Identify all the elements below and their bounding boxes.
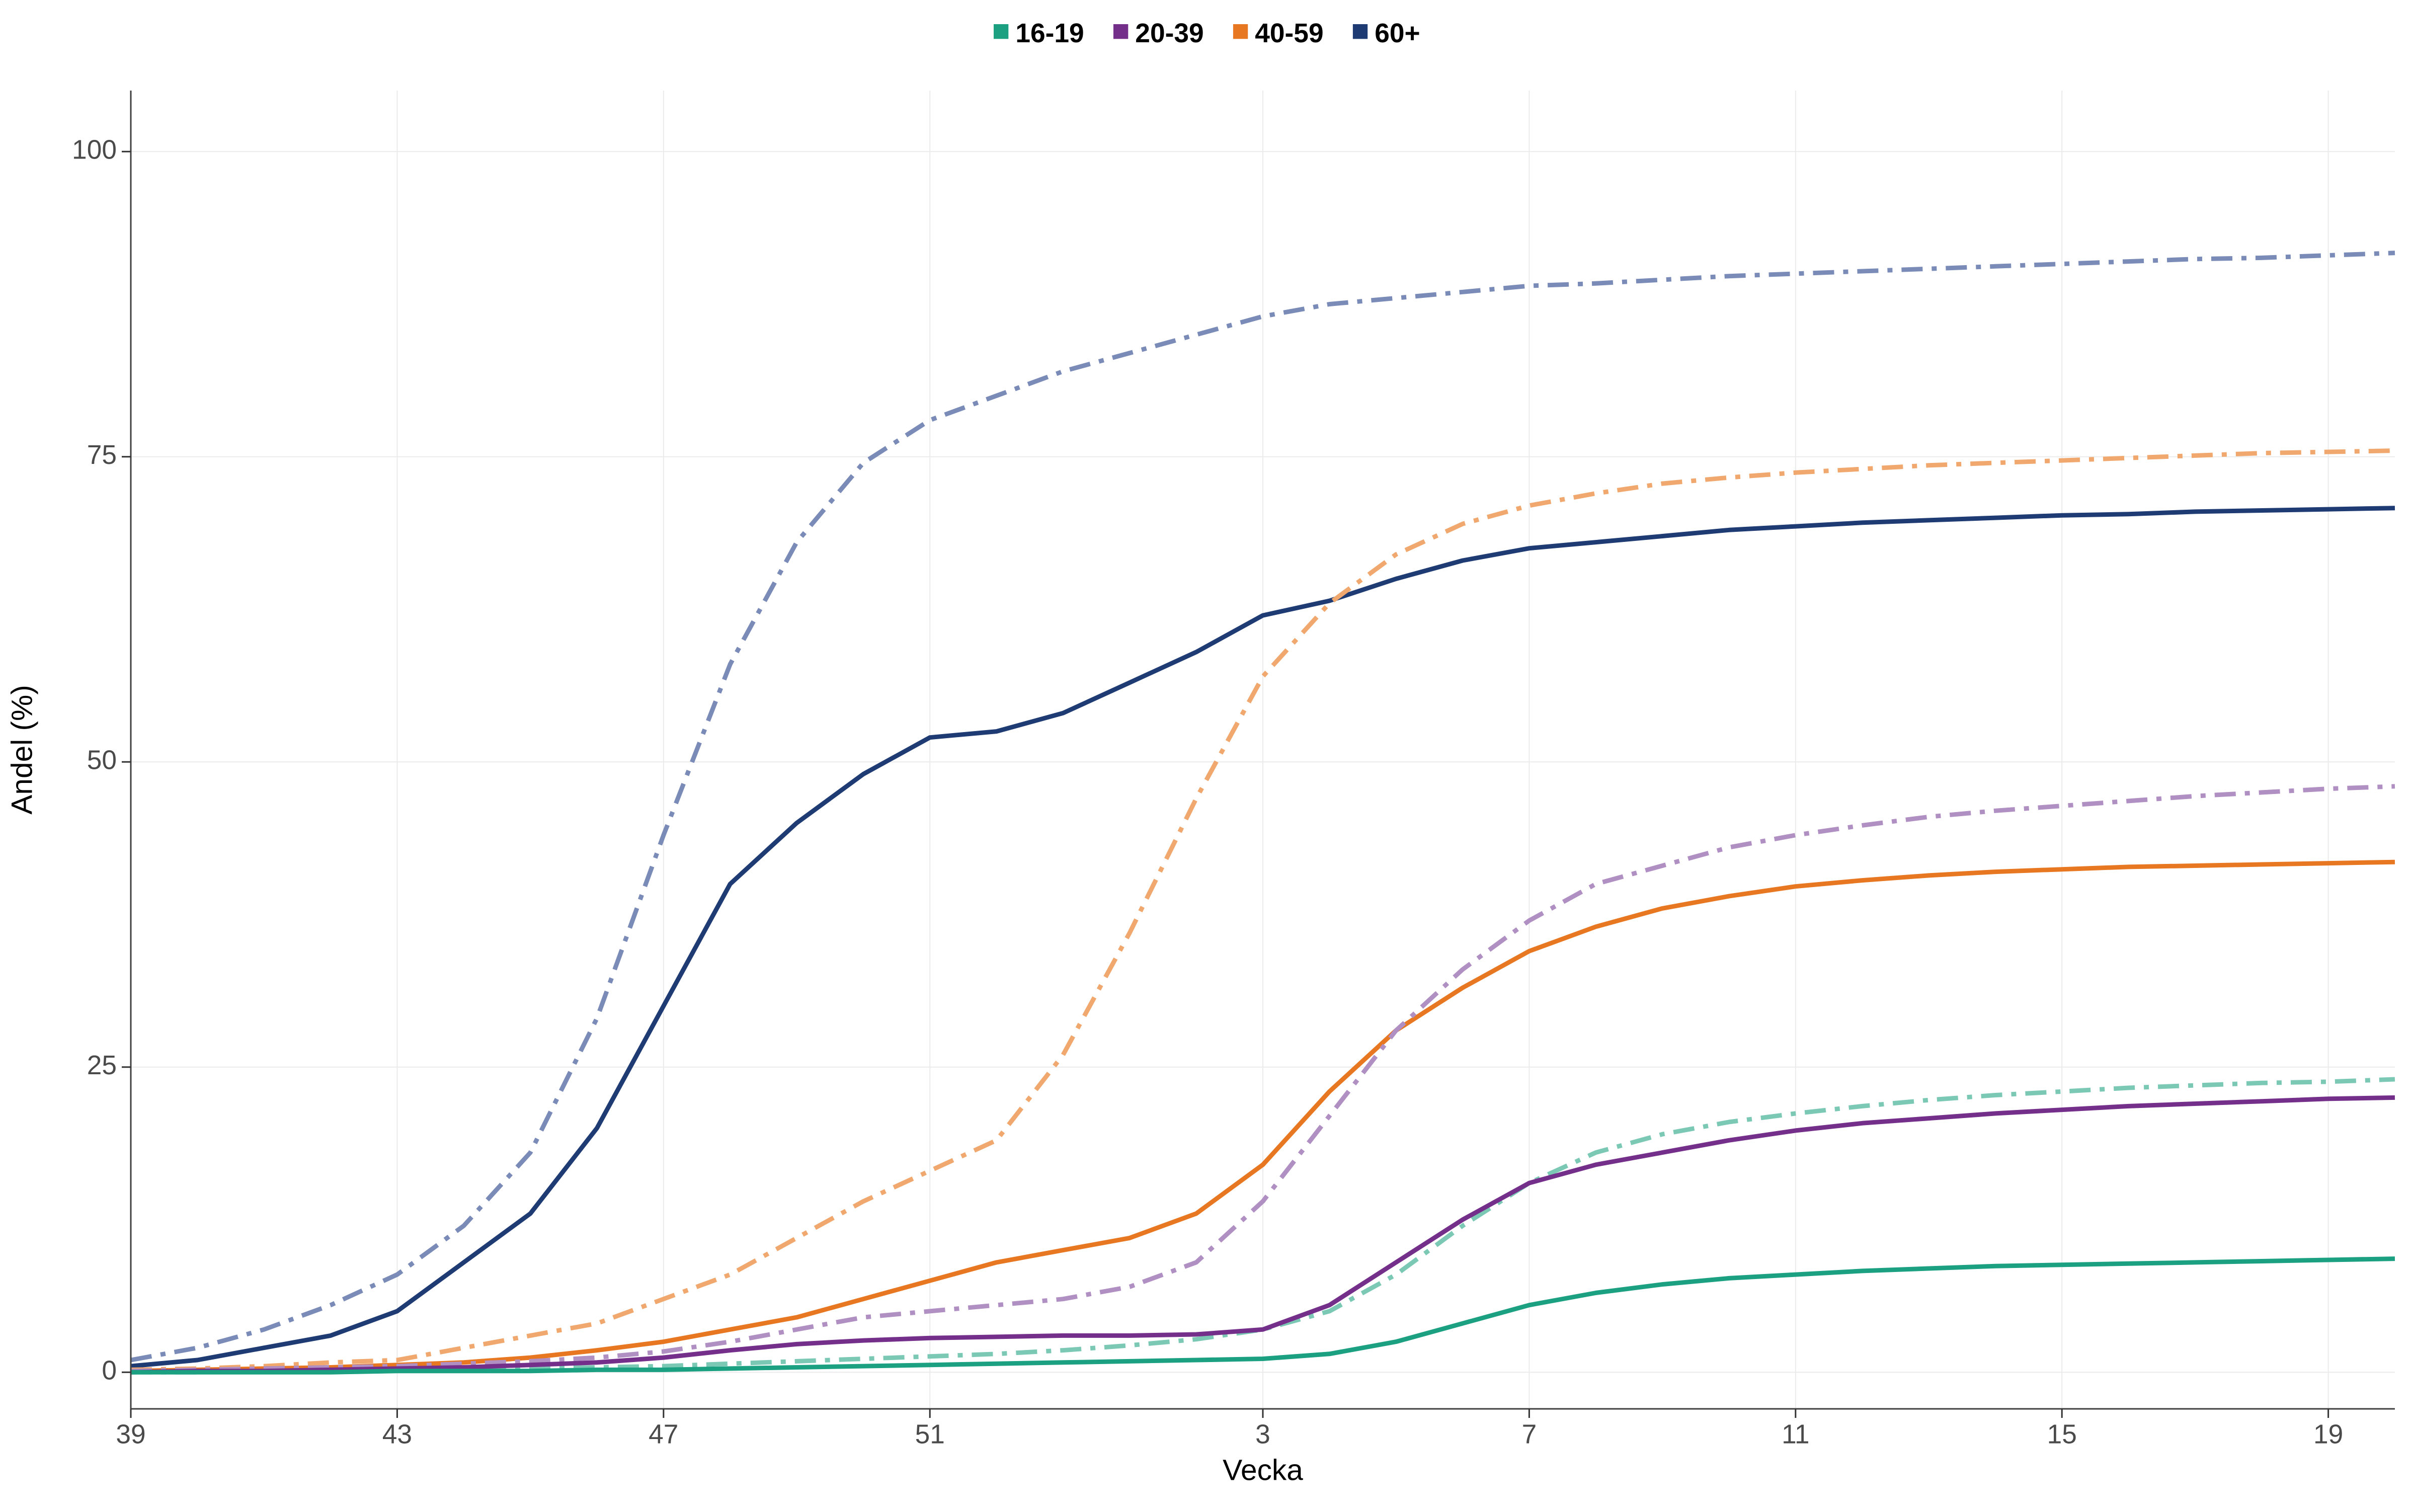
x-tick-label: 3 bbox=[1255, 1420, 1270, 1450]
x-tick-label: 11 bbox=[1782, 1420, 1809, 1450]
x-tick-label: 15 bbox=[2047, 1420, 2077, 1450]
y-tick-label: 50 bbox=[87, 745, 117, 775]
y-axis-title: Andel (%) bbox=[6, 685, 38, 814]
y-tick-label: 0 bbox=[102, 1356, 117, 1385]
y-tick-label: 100 bbox=[72, 135, 117, 165]
x-tick-label: 39 bbox=[116, 1420, 145, 1450]
x-tick-label: 47 bbox=[649, 1420, 678, 1450]
x-tick-label: 19 bbox=[2313, 1420, 2343, 1450]
legend-label: 40-59 bbox=[1255, 19, 1323, 48]
legend-label: 20-39 bbox=[1135, 19, 1203, 48]
line-chart: 16-19 20-39 40-59 60+ 39 43 47 51 3 7 11 15 19 0 25 50 7… bbox=[0, 0, 2415, 1509]
y-tick-label: 75 bbox=[87, 440, 117, 470]
x-axis-title: Vecka bbox=[1223, 1454, 1303, 1487]
x-tick-label: 7 bbox=[1522, 1420, 1537, 1450]
y-tick-label: 25 bbox=[87, 1051, 117, 1080]
legend-label: 60+ bbox=[1375, 19, 1420, 48]
x-tick-label: 51 bbox=[915, 1420, 945, 1450]
x-tick-label: 43 bbox=[382, 1420, 412, 1450]
chart-container: 16-19 20-39 40-59 60+ 39 43 47 51 3 7 11 15 19 0 25 50 7… bbox=[0, 0, 2415, 1512]
legend-label: 16-19 bbox=[1015, 19, 1084, 48]
